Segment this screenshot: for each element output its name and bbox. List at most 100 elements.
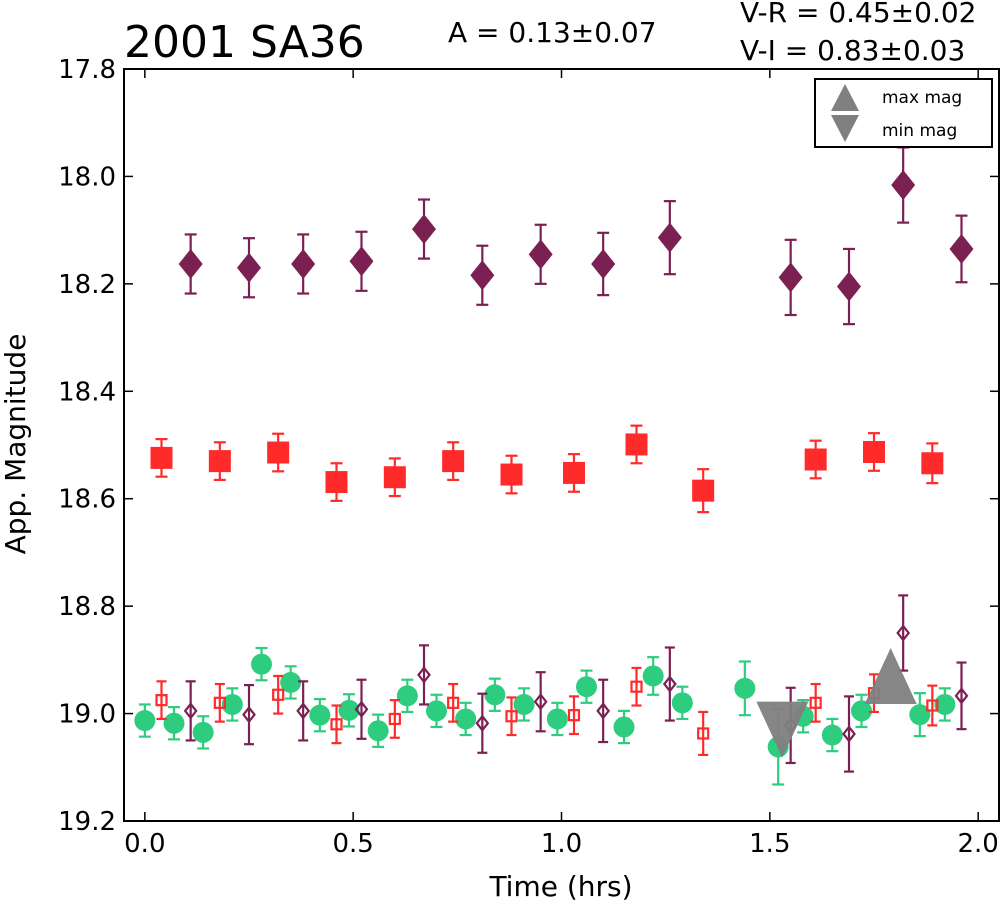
y-tick-labels: 17.8 18.0 18.2 18.4 18.6 18.8 19.0 19.2	[58, 55, 116, 837]
error-bar	[598, 678, 609, 744]
square-point	[926, 699, 939, 712]
error-bar	[898, 594, 909, 672]
error-bar	[273, 674, 284, 715]
diamond-point	[657, 222, 682, 253]
y-tick-label: 18.8	[58, 592, 116, 622]
legend: max mag min mag	[814, 78, 993, 148]
amplitude-label: A = 0.13±0.07	[448, 16, 657, 49]
circle-point	[396, 685, 418, 707]
y-axis-label: App. Magnitude	[0, 334, 32, 555]
diamond-point	[662, 675, 677, 693]
diamond-point	[291, 248, 316, 279]
x-tick-label: 0.0	[124, 829, 165, 859]
circle-point	[671, 692, 693, 714]
legend-label-max-mag: max mag	[882, 88, 962, 108]
square-point	[567, 709, 581, 722]
square-point	[330, 718, 343, 731]
error-bar	[419, 644, 429, 706]
series-4	[183, 594, 969, 773]
error-bar	[214, 682, 225, 723]
error-bar	[331, 704, 342, 745]
square-point	[267, 441, 290, 464]
circle-point	[909, 704, 931, 726]
y-tick-label: 19.2	[58, 807, 116, 837]
square-point	[630, 680, 643, 693]
diamond-point	[528, 239, 553, 270]
circle-point	[367, 720, 389, 742]
error-bar	[810, 682, 821, 723]
circle-point	[734, 677, 756, 699]
circle-point	[934, 693, 956, 715]
square-point	[383, 466, 406, 489]
chart-title: 2001 SA36	[124, 17, 365, 68]
diamond-point	[954, 687, 969, 705]
x-tick-label: 0.5	[332, 829, 373, 859]
x-tick-label: 1.0	[541, 829, 582, 859]
diamond-point	[349, 246, 374, 277]
circle-point	[546, 708, 568, 730]
diamond-point	[842, 725, 856, 743]
square-point	[388, 712, 401, 726]
circle-point	[280, 671, 302, 693]
error-bar	[927, 684, 938, 727]
circle-point	[642, 665, 664, 687]
data-marks	[134, 146, 974, 786]
extrema-markers	[756, 647, 917, 758]
error-bar	[535, 671, 546, 733]
square-point	[697, 727, 710, 740]
diamond-point	[949, 233, 974, 264]
circle-point	[821, 724, 843, 746]
error-bar	[448, 682, 459, 723]
error-bar	[156, 680, 167, 721]
circle-point	[576, 676, 597, 698]
legend-label-min-mag: min mag	[882, 121, 957, 141]
plot-frame	[123, 68, 1000, 822]
x-tick-labels: 0.0 0.5 1.0 1.5 2.0	[124, 829, 999, 859]
series-1	[150, 424, 944, 514]
y-tick-label: 18.6	[58, 485, 116, 515]
color-index-vi: V-I = 0.83±0.03	[740, 34, 965, 67]
circle-point	[455, 708, 477, 730]
diamond-point	[896, 624, 911, 642]
x-axis-label: Time (hrs)	[488, 870, 632, 903]
error-bar	[664, 646, 675, 722]
circle-point	[134, 710, 156, 732]
error-bar	[244, 684, 254, 746]
error-bar	[356, 678, 367, 740]
square-point	[208, 450, 231, 473]
min-mag-legend-icon	[831, 115, 859, 142]
square-point	[447, 696, 460, 709]
series-3	[155, 666, 939, 757]
diamond-point	[183, 702, 198, 720]
square-point	[809, 696, 822, 709]
error-bar	[506, 696, 517, 737]
square-point	[692, 479, 715, 502]
circle-point	[192, 721, 214, 743]
circle-point	[338, 699, 360, 721]
series-2	[134, 646, 956, 786]
error-bar	[698, 710, 709, 757]
diamond-point	[470, 260, 495, 291]
diamond-point	[591, 248, 616, 279]
square-point	[325, 471, 348, 494]
y-tick-label: 17.8	[58, 55, 116, 85]
diamond-point	[778, 262, 803, 293]
square-point	[921, 452, 944, 475]
error-bar	[569, 695, 579, 736]
diamond-point	[837, 271, 861, 302]
diamond-point	[237, 252, 261, 283]
diamond-point	[417, 666, 431, 684]
error-bar	[389, 699, 400, 739]
circle-point	[513, 693, 535, 715]
y-tick-label: 19.0	[58, 700, 116, 730]
color-index-vr: V-R = 0.45±0.02	[740, 0, 976, 29]
diamond-point	[533, 692, 548, 711]
circle-point	[251, 653, 272, 675]
circle-point	[221, 693, 243, 715]
x-tick-label: 2.0	[957, 829, 998, 859]
y-tick-label: 18.2	[58, 270, 116, 300]
square-point	[213, 696, 226, 709]
square-point	[155, 694, 168, 707]
square-point	[804, 448, 827, 471]
